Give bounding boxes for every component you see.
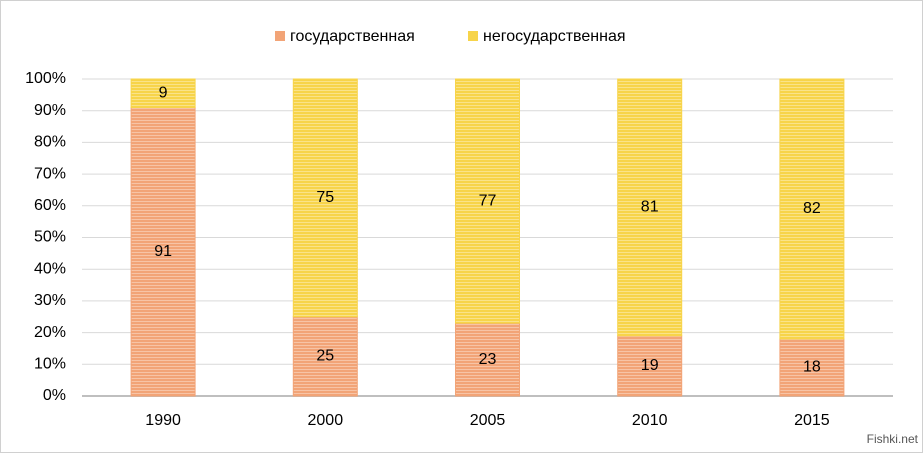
- y-tick-label: 50%: [34, 229, 66, 246]
- data-label: 77: [479, 192, 497, 209]
- data-label: 19: [641, 357, 659, 374]
- bar-segment: [455, 78, 520, 324]
- legend-swatch: [468, 31, 478, 41]
- bar-segment: [130, 78, 196, 109]
- y-tick-label: 40%: [34, 260, 66, 277]
- bar-segment: [779, 78, 845, 340]
- bar-segment: [617, 335, 683, 397]
- data-label: 81: [641, 199, 659, 216]
- y-tick-label: 70%: [34, 165, 66, 182]
- bar-segment: [455, 322, 520, 397]
- x-tick-label: 2005: [470, 412, 506, 429]
- data-label: 9: [159, 84, 168, 101]
- y-tick-label: 80%: [34, 134, 66, 151]
- y-tick-label: 30%: [34, 292, 66, 309]
- y-tick-label: 10%: [34, 356, 66, 373]
- bar-segment: [292, 78, 358, 318]
- y-tick-label: 0%: [43, 387, 66, 404]
- y-tick-label: 100%: [25, 70, 66, 87]
- bar-segment: [779, 338, 845, 397]
- legend-label: негосударственная: [483, 28, 626, 45]
- data-label: 91: [154, 243, 172, 260]
- data-label: 18: [803, 359, 821, 376]
- bar-segment: [130, 107, 196, 397]
- data-label: 75: [316, 189, 334, 206]
- bar-segment: [617, 78, 683, 337]
- y-tick-label: 90%: [34, 102, 66, 119]
- watermark: Fishki.net: [867, 432, 919, 446]
- y-tick-label: 20%: [34, 324, 66, 341]
- data-label: 23: [479, 351, 497, 368]
- data-label: 82: [803, 200, 821, 217]
- legend-swatch: [275, 31, 285, 41]
- data-label: 25: [316, 348, 334, 365]
- legend-label: государственная: [290, 28, 415, 45]
- x-tick-label: 2010: [632, 412, 668, 429]
- x-tick-label: 1990: [145, 412, 181, 429]
- x-tick-label: 2015: [794, 412, 830, 429]
- x-tick-label: 2000: [308, 412, 344, 429]
- y-tick-label: 60%: [34, 197, 66, 214]
